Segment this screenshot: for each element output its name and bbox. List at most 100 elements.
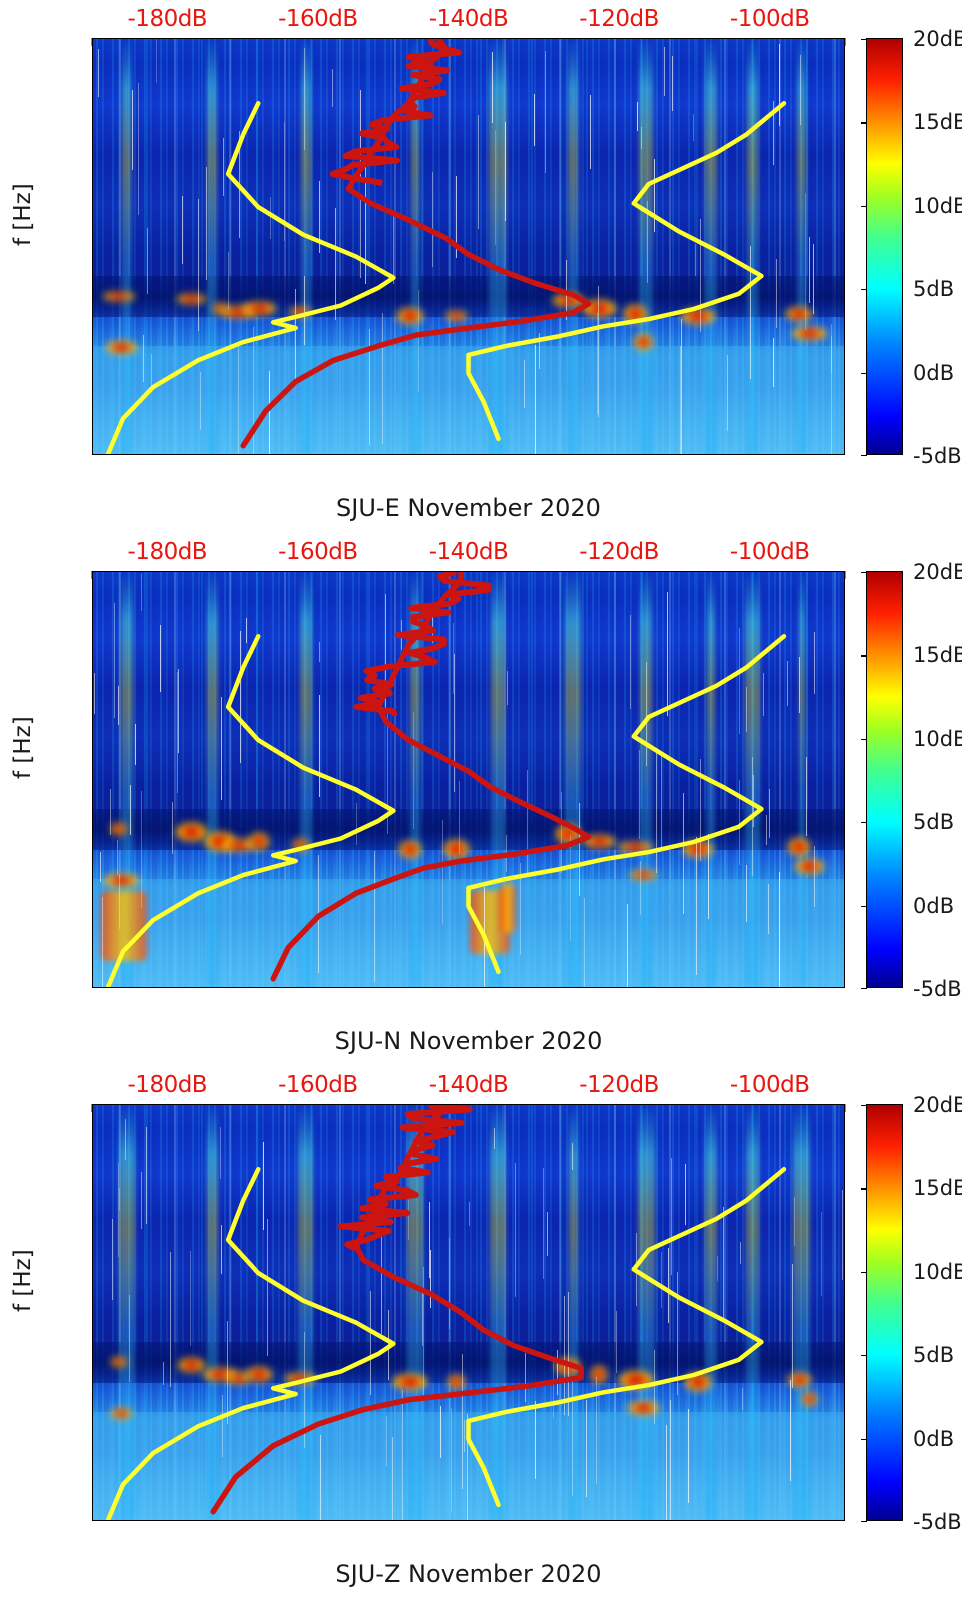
colorbar-label: 10dB xyxy=(913,193,962,218)
y-axis-tick-right xyxy=(844,668,845,669)
y-axis-tick-right xyxy=(844,804,845,805)
x-axis-tick xyxy=(301,987,302,988)
y-axis-tick-right xyxy=(844,754,845,755)
y-axis-tick-right xyxy=(844,1396,845,1397)
spectrogram-image-z: 10110010-110-201030507091113151719212325… xyxy=(92,1104,845,1521)
y-axis-tick-right xyxy=(844,1409,845,1410)
y-axis-tick-right xyxy=(844,1282,845,1283)
colorbar-label: -5dB xyxy=(913,444,962,468)
colorbar-tick xyxy=(861,572,867,574)
colorbar-tick xyxy=(861,205,867,208)
panel-title-n: SJU-N November 2020 xyxy=(334,1027,603,1055)
y-axis-tick-right xyxy=(844,863,845,864)
colorbar-tick xyxy=(861,1188,867,1190)
y-axis-tick-right xyxy=(844,870,845,871)
colorbar-label: 5dB xyxy=(913,277,955,302)
x-axis-tick xyxy=(768,1520,769,1521)
y-axis-tick-right xyxy=(844,1287,845,1288)
y-axis-tick-right xyxy=(844,122,845,123)
x-axis-tick xyxy=(405,987,406,988)
y-axis-tick-right xyxy=(844,143,845,144)
y-axis-tick-right xyxy=(844,1501,845,1502)
y-axis-tick-right xyxy=(844,1495,845,1496)
y-axis-tick-right xyxy=(844,962,845,963)
y-axis-tick-right xyxy=(844,343,845,344)
colorbar-label: 20dB xyxy=(913,560,962,584)
y-axis-tick-right xyxy=(844,1514,845,1515)
colorbar-label: 20dB xyxy=(913,1093,962,1117)
y-axis-tick-right xyxy=(844,853,845,854)
panel-title-e: SJU-E November 2020 xyxy=(336,494,601,522)
x-axis-tick xyxy=(664,454,665,455)
y-axis-tick-right xyxy=(844,166,845,167)
y-axis-tick-right xyxy=(844,613,845,614)
y-axis-tick-right xyxy=(844,661,845,662)
x-axis-tick xyxy=(612,454,613,455)
y-axis-tick-right xyxy=(844,128,845,129)
x-axis-tick xyxy=(145,454,146,455)
y-axis-tick-right xyxy=(844,858,845,859)
x-axis-tick xyxy=(353,1520,354,1521)
y-axis-tick-right xyxy=(844,895,845,896)
y-axis-title: f [Hz] xyxy=(10,183,36,246)
x-axis-tick xyxy=(301,454,302,455)
y-axis-tick-right xyxy=(844,958,845,959)
colorbar-label: 20dB xyxy=(913,27,962,51)
y-axis-tick-right xyxy=(844,676,845,677)
top-axis-tick xyxy=(844,1104,846,1112)
top-axis-label: -180dB xyxy=(127,1072,208,1098)
y-axis-tick-right xyxy=(844,1298,845,1299)
x-axis-tick xyxy=(353,454,354,455)
y-axis-tick-right xyxy=(844,1428,845,1429)
colorbar-label: 0dB xyxy=(913,893,955,918)
colorbar-tick xyxy=(861,905,867,907)
colorbar-z: 20dB 15dB 10dB 5dB 0dB -5dB xyxy=(861,1093,962,1534)
x-axis-tick xyxy=(93,454,94,455)
y-axis-tick-right xyxy=(844,699,845,700)
spectrogram-panel-e: -180dB -160dB -140dB -120dB -100dB 10110010-1… xyxy=(0,0,962,533)
y-axis-tick-right xyxy=(844,974,845,975)
y-axis-tick-right xyxy=(844,1403,845,1404)
y-axis-tick-right xyxy=(844,655,845,656)
y-axis-title: f [Hz] xyxy=(10,1249,36,1312)
colorbar-tick xyxy=(861,39,867,41)
y-axis-tick-right xyxy=(844,232,845,233)
colorbar-label: 5dB xyxy=(913,1343,955,1368)
spectrogram-panel-n: -180dB -160dB -140dB -120dB -100dB 10110010-1… xyxy=(0,533,962,1066)
x-axis-tick xyxy=(820,987,821,988)
y-axis-tick-right xyxy=(844,39,845,40)
colorbar-tick xyxy=(861,988,867,990)
y-axis-tick-right xyxy=(844,49,845,50)
y-axis-tick-right xyxy=(844,791,845,792)
y-axis-tick-right xyxy=(844,1251,845,1252)
y-axis-tick-right xyxy=(844,62,845,63)
y-axis-tick-right xyxy=(844,645,845,646)
y-axis-tick-right xyxy=(844,1337,845,1338)
colorbar-tick xyxy=(861,822,867,824)
colorbar-label: 15dB xyxy=(913,110,962,135)
y-axis-tick-right xyxy=(844,393,845,394)
spectrogram-image-n: 10110010-110-201030507091113151719212325… xyxy=(92,571,845,988)
x-axis-tick xyxy=(560,1520,561,1521)
y-axis-tick-right xyxy=(844,1128,845,1129)
colorbar-tick xyxy=(861,655,867,657)
y-axis-tick-right xyxy=(844,1386,845,1387)
x-axis-tick xyxy=(93,1520,94,1521)
colorbar-tick xyxy=(861,1105,867,1107)
y-axis-tick-right xyxy=(844,582,845,583)
x-axis-tick xyxy=(249,454,250,455)
x-axis-tick xyxy=(716,1520,717,1521)
top-axis-tick xyxy=(844,571,846,579)
y-axis-tick-right xyxy=(844,908,845,909)
y-axis-tick-right xyxy=(844,1209,845,1210)
colorbar-label: 15dB xyxy=(913,643,962,668)
top-axis-label: -100dB xyxy=(729,539,810,565)
x-axis-tick xyxy=(301,1520,302,1521)
colorbar-tick xyxy=(861,738,867,741)
y-axis-tick-right xyxy=(844,1491,845,1492)
top-axis-tick xyxy=(844,38,846,46)
top-axis-label: -120dB xyxy=(579,539,659,565)
y-axis-tick-right xyxy=(844,425,845,426)
x-axis-tick xyxy=(560,454,561,455)
y-axis-tick-right xyxy=(844,1418,845,1419)
